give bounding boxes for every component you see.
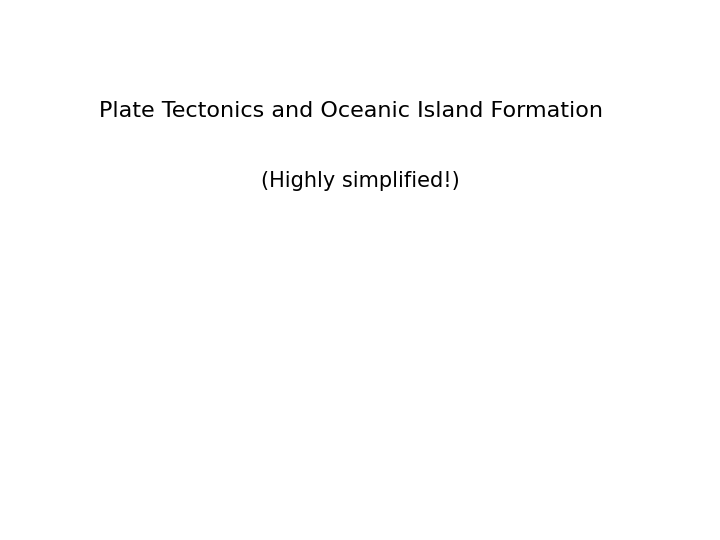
Text: (Highly simplified!): (Highly simplified!)	[261, 171, 459, 191]
Text: Plate Tectonics and Oceanic Island Formation: Plate Tectonics and Oceanic Island Forma…	[99, 100, 603, 121]
